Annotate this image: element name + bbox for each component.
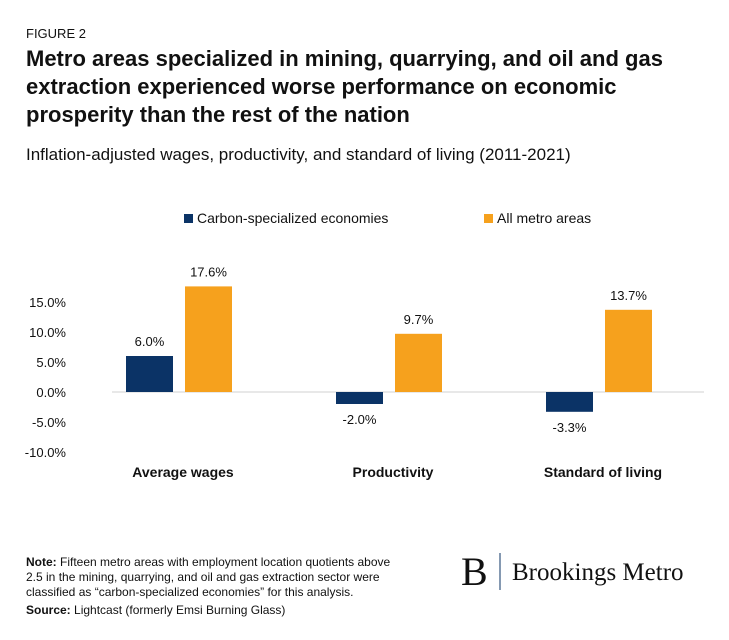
bar <box>395 333 442 392</box>
y-tick-label: -10.0% <box>25 445 67 460</box>
note-line: classified as “carbon-specialized econom… <box>26 585 353 599</box>
chart-title: Metro areas specialized in mining, quarr… <box>26 46 663 71</box>
bar <box>546 392 593 412</box>
value-label: 6.0% <box>135 334 165 349</box>
bar <box>336 392 383 404</box>
note-label: Note: <box>26 555 57 569</box>
source-label: Source: <box>26 603 71 617</box>
chart-title: extraction experienced worse performance… <box>26 74 617 99</box>
chart-title: prosperity than the rest of the nation <box>26 102 410 127</box>
value-label: 9.7% <box>404 312 434 327</box>
legend-swatch <box>484 214 493 223</box>
bar <box>126 356 173 392</box>
source: Source: Lightcast (formerly Emsi Burning… <box>26 603 285 617</box>
bar <box>185 286 232 392</box>
bar <box>605 309 652 392</box>
legend-swatch <box>184 214 193 223</box>
legend-label: All metro areas <box>497 210 591 226</box>
value-label: 17.6% <box>190 264 227 279</box>
y-tick-label: -5.0% <box>32 415 66 430</box>
chart-subtitle: Inflation-adjusted wages, productivity, … <box>26 145 571 164</box>
x-tick-label: Average wages <box>132 464 234 480</box>
value-label: -3.3% <box>553 420 587 435</box>
y-tick-label: 5.0% <box>36 355 66 370</box>
y-tick-label: 15.0% <box>29 295 66 310</box>
value-label: 13.7% <box>610 288 647 303</box>
logo-text: Brookings Metro <box>512 559 684 586</box>
x-tick-label: Standard of living <box>544 464 662 480</box>
x-tick-label: Productivity <box>353 464 434 480</box>
legend-label: Carbon-specialized economies <box>197 210 388 226</box>
figure-label: FIGURE 2 <box>26 26 86 41</box>
value-label: -2.0% <box>343 412 377 427</box>
note-line: 2.5 in the mining, quarrying, and oil an… <box>26 570 380 584</box>
logo-mark: B <box>461 549 488 594</box>
y-tick-label: 10.0% <box>29 325 66 340</box>
note-line: Fifteen metro areas with employment loca… <box>57 555 391 569</box>
y-tick-label: 0.0% <box>36 385 66 400</box>
source-text: Lightcast (formerly Emsi Burning Glass) <box>71 603 286 617</box>
note: Note: Fifteen metro areas with employmen… <box>26 555 391 569</box>
